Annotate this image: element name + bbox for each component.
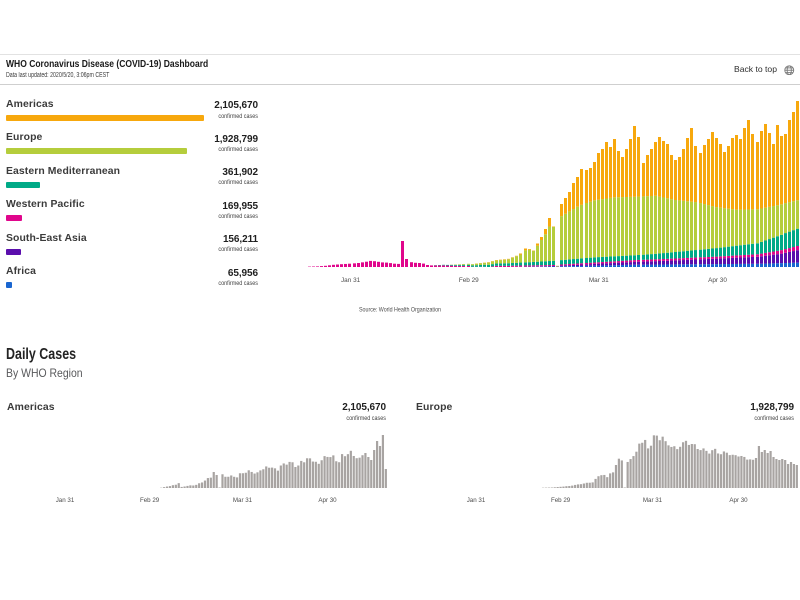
svg-text:Mar 31: Mar 31: [233, 497, 253, 504]
svg-text:Jan 31: Jan 31: [467, 497, 486, 504]
svg-text:Jan 31: Jan 31: [341, 277, 361, 284]
svg-text:Mar 31: Mar 31: [643, 497, 663, 504]
svg-text:Feb 29: Feb 29: [140, 497, 160, 504]
svg-text:Feb 29: Feb 29: [551, 497, 571, 504]
svg-text:Source: World Health Organiza: Source: World Health Organization: [359, 307, 441, 314]
svg-text:Apr 30: Apr 30: [318, 497, 337, 504]
svg-text:Apr 30: Apr 30: [708, 277, 727, 284]
svg-text:Mar 31: Mar 31: [589, 277, 609, 284]
svg-text:Jan 31: Jan 31: [56, 497, 75, 504]
svg-text:Apr 30: Apr 30: [729, 497, 748, 504]
svg-text:Feb 29: Feb 29: [459, 277, 479, 284]
